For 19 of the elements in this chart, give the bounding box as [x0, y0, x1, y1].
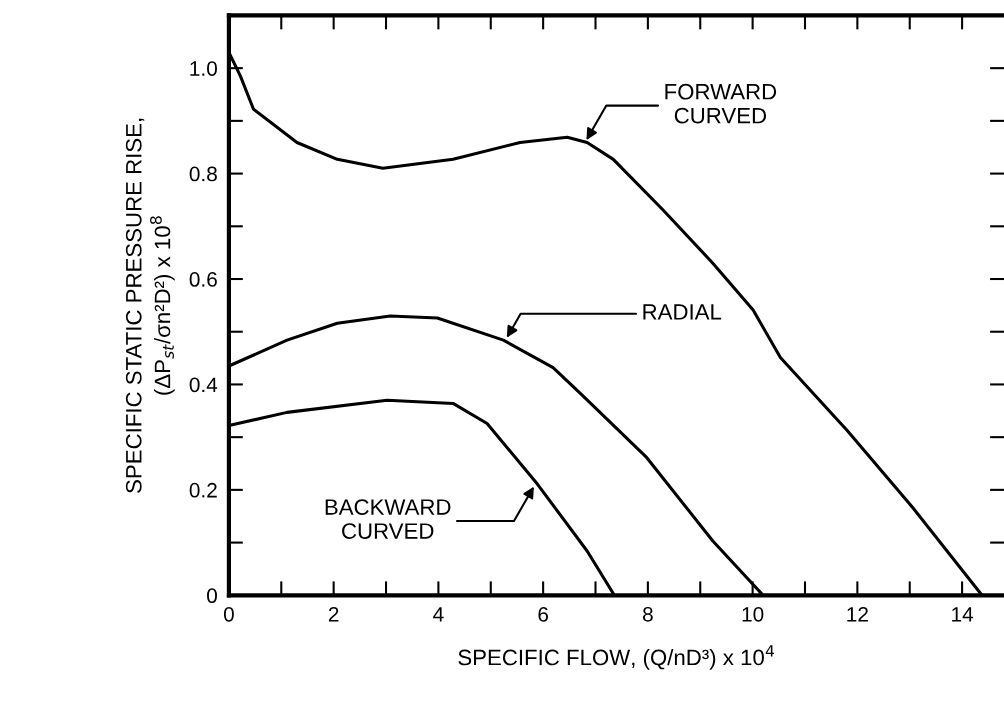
x-tick-label: 12 [847, 606, 868, 622]
x-tick-label: 14 [952, 607, 974, 622]
y-tick-label: 0.4 [189, 377, 218, 393]
y-tick-label: 0 [207, 588, 217, 604]
x-axis-title: SPECIFIC FLOW, (Q/nD³) x 10$^{4}$ [458, 645, 775, 670]
x-tick-label: 8 [642, 606, 653, 622]
annotation: FORWARD CURVED [665, 83, 777, 124]
x-tick-label: 2 [328, 606, 339, 622]
y-tick-label: 0.6 [189, 272, 217, 287]
annotation: RADIAL [643, 304, 722, 320]
x-tick-label: 0 [223, 606, 234, 622]
x-tick-label: 4 [433, 607, 444, 622]
x-tick-label: 6 [538, 606, 549, 622]
y-tick-label: 0.2 [189, 482, 217, 498]
y-tick-label: 0.8 [189, 166, 217, 182]
y-axis-title: SPECIFIC STATIC PRESSURE RISE, (ΔP$_{st}$/σn²D²) x 10$^{8}$ [125, 118, 175, 493]
x-tick-label: 10 [742, 606, 764, 622]
y-tick-label: 1.0 [190, 61, 217, 76]
annotation: BACKWARD CURVED [325, 499, 451, 539]
